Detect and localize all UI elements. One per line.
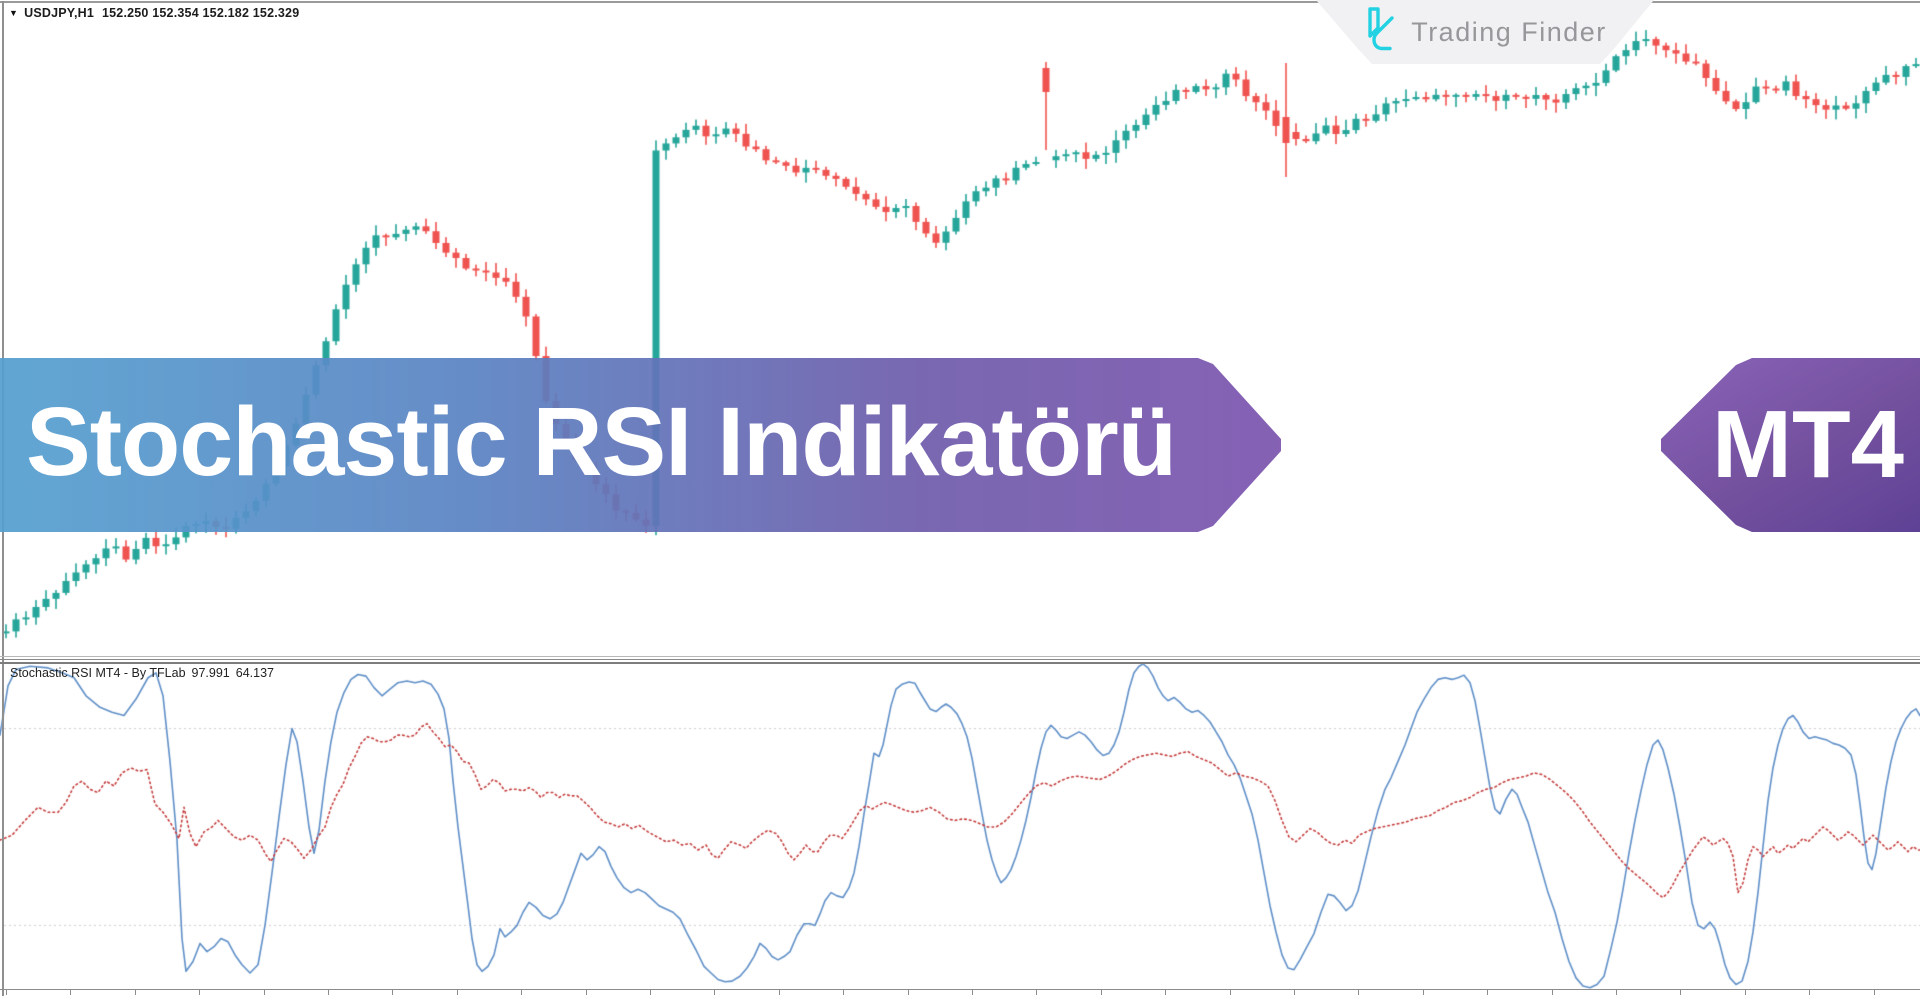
mt4-badge-label: MT4: [1712, 391, 1904, 498]
symbol-dropdown-icon[interactable]: ▼: [9, 8, 19, 18]
stochastic-rsi-canvas[interactable]: [0, 660, 1920, 996]
time-axis-tick: [1422, 990, 1424, 995]
time-axis-tick: [1487, 990, 1489, 995]
time-axis-tick: [1036, 990, 1038, 995]
time-axis-tick: [1680, 990, 1682, 995]
time-axis-tick: [1551, 990, 1553, 995]
time-axis: [0, 989, 1920, 990]
time-axis-tick: [199, 990, 201, 995]
indicator-k-value: 97.991: [191, 666, 230, 680]
time-axis-tick: [134, 990, 136, 995]
time-axis-tick: [1165, 990, 1167, 995]
time-axis-tick: [1873, 990, 1875, 995]
symbol-label: USDJPY,H1: [24, 6, 94, 20]
panel-splitter-line2: [0, 662, 1920, 664]
time-axis-tick: [70, 990, 72, 995]
symbol-quote-line: ▼ USDJPY,H1 152.250 152.354 152.182 152.32…: [9, 6, 299, 20]
time-axis-tick: [1100, 990, 1102, 995]
time-axis-tick: [456, 990, 458, 995]
trading-finder-watermark: Trading Finder: [1316, 0, 1654, 64]
window-top-border: [0, 1, 1920, 3]
time-axis-tick: [972, 990, 973, 995]
indicator-name: Stochastic RSI MT4 - By TFLab: [10, 666, 186, 680]
time-axis-tick: [263, 990, 265, 995]
time-axis-tick: [650, 990, 651, 995]
time-axis-tick: [392, 990, 394, 995]
panel-splitter-line: [0, 659, 1920, 660]
price-chart-canvas[interactable]: [0, 0, 1920, 660]
indicator-label: Stochastic RSI MT4 - By TFLab 97.991 64.13…: [10, 666, 280, 680]
time-axis-tick: [1358, 990, 1360, 995]
time-axis-tick: [1616, 990, 1617, 995]
title-banner: Stochastic RSI Indikatörü: [0, 358, 1281, 532]
time-axis-tick: [328, 990, 329, 995]
panel-splitter[interactable]: [0, 656, 1920, 657]
time-axis-tick: [843, 990, 845, 995]
banner-title: Stochastic RSI Indikatörü: [26, 387, 1177, 496]
time-axis-tick: [1294, 990, 1295, 995]
time-axis-tick: [521, 990, 523, 995]
trading-finder-logo-icon: [1363, 6, 1397, 58]
ohlc-values: 152.250 152.354 152.182 152.329: [102, 6, 300, 20]
time-axis-tick: [1744, 990, 1746, 995]
indicator-d-value: 64.137: [235, 666, 274, 680]
time-axis-tick: [585, 990, 587, 995]
time-axis-tick: [907, 990, 909, 995]
time-axis-tick: [1809, 990, 1811, 995]
trading-finder-brand-text: Trading Finder: [1411, 16, 1607, 47]
time-axis-tick: [714, 990, 716, 995]
time-axis-tick: [6, 990, 7, 995]
time-axis-tick: [1229, 990, 1231, 995]
time-axis-tick: [778, 990, 780, 995]
